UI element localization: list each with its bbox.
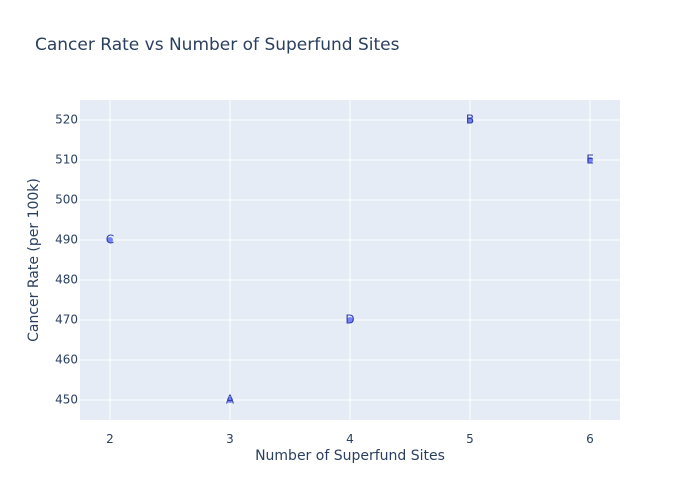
data-point-label: C [106,233,114,247]
data-point [467,117,473,123]
data-point-label: E [586,153,594,167]
x-tick-label: 5 [466,432,474,446]
data-points: A B C D E [106,113,594,407]
y-tick-label: 480 [55,273,78,287]
data-point-label: B [466,113,474,127]
data-point [107,237,113,243]
y-tick-label: 460 [55,353,78,367]
x-axis-title: Number of Superfund Sites [255,448,445,464]
tick-labels: 2 3 4 5 6 450 460 470 480 490 500 510 520 [55,113,594,446]
x-tick-label: 3 [226,432,234,446]
y-tick-label: 470 [55,313,78,327]
y-tick-label: 500 [55,193,78,207]
y-tick-label: 490 [55,233,78,247]
data-point [587,157,593,163]
x-tick-label: 2 [106,432,114,446]
x-tick-label: 4 [346,432,354,446]
y-tick-label: 450 [55,393,78,407]
data-point [227,397,233,403]
y-axis-title: Cancer Rate (per 100k) [26,178,42,342]
grid-lines [80,100,620,420]
y-tick-label: 510 [55,153,78,167]
data-point-label: A [226,393,235,407]
data-point [347,317,353,323]
chart-title: Cancer Rate vs Number of Superfund Sites [35,35,400,55]
y-tick-label: 520 [55,113,78,127]
data-point-label: D [345,313,354,327]
x-tick-label: 6 [586,432,594,446]
